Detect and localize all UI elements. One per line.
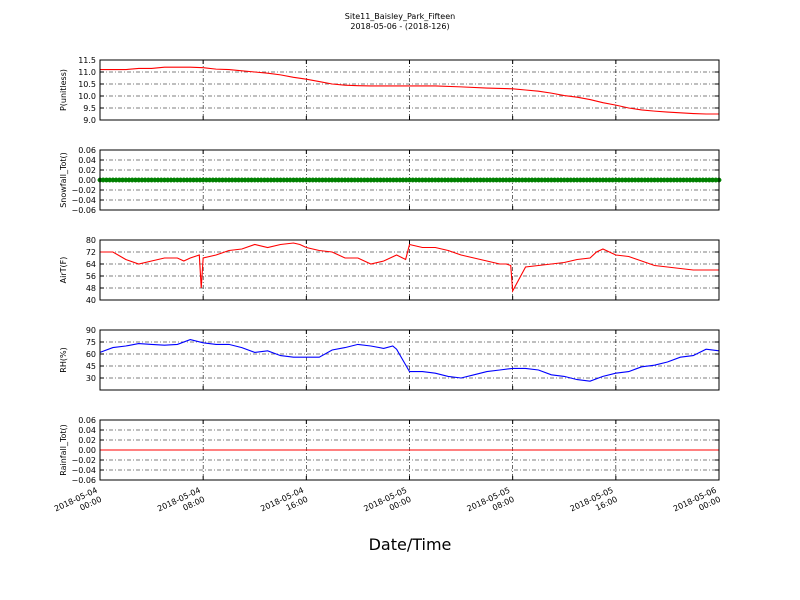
panel-3-ytick-label: 40: [86, 296, 96, 305]
panels: 9.09.510.010.511.011.5P(unitless)−0.06−0…: [59, 56, 722, 485]
panel-5-frame: [99, 419, 720, 481]
panel-1: 9.0 9.5 10.0 10.5 11.0 11.5 P(unitless): [59, 56, 720, 125]
panel-3-ytick-label: 64: [86, 260, 96, 269]
figure-title: Site11_Baisley_Park_Fifteen: [345, 12, 455, 21]
panel-2-ytick-label: 0.00: [78, 176, 96, 185]
panel-3-series-line: [100, 242, 719, 293]
panel-4-ylabel: RH(%): [59, 347, 68, 372]
panel-1-frame: [99, 59, 720, 121]
panel-2-ytick-label: −0.02: [71, 186, 96, 195]
panel-5-ytick-label: 0.00: [78, 446, 96, 455]
panel-1-ytick-label: 10.5: [78, 80, 96, 89]
panel-3: 40 48 56 64 72 80 AirT(F): [59, 236, 720, 305]
panel-1-ytick-label: 9.0: [83, 116, 96, 125]
panel-5-ylabel: Rainfall_Tot(): [59, 424, 68, 476]
panel-2-ytick-label: −0.04: [71, 196, 96, 205]
panel-3-ytick-label: 72: [86, 248, 96, 257]
panel-4-ytick-label: 75: [86, 338, 96, 347]
panel-4-ytick-label: 30: [86, 374, 96, 383]
panel-3-ytick-label: 80: [86, 236, 96, 245]
panel-2: −0.06−0.04−0.020.000.020.040.06 Snowfall_…: [59, 146, 722, 215]
panel-4-frame: [99, 329, 720, 391]
panel-1-ylabel: P(unitless): [59, 69, 68, 111]
figure-subtitle: 2018-05-06 - (2018-126): [350, 22, 449, 31]
panel-5-ytick-label: 0.02: [78, 436, 96, 445]
panel-1-ytick-label: 10.0: [78, 92, 96, 101]
panel-5: −0.06−0.04−0.020.000.020.040.06 Rainfall_…: [59, 416, 720, 485]
panel-2-ylabel: Snowfall_Tot(): [59, 152, 68, 208]
panel-2-ytick-label: 0.06: [78, 146, 96, 155]
panel-5-ytick-label: −0.06: [71, 476, 96, 485]
panel-4-ytick-label: 90: [86, 326, 96, 335]
panel-3-ytick-label: 48: [86, 284, 96, 293]
panel-2-frame: [99, 149, 720, 211]
panel-1-ytick-label: 9.5: [83, 104, 96, 113]
panel-5-ytick-label: −0.04: [71, 466, 96, 475]
panel-3-ytick-label: 56: [86, 272, 96, 281]
panel-1-ytick-label: 11.5: [78, 56, 96, 65]
panel-1-ytick-label: 11.0: [78, 68, 96, 77]
panel-5-ytick-label: 0.04: [78, 426, 96, 435]
panel-4-ytick-label: 60: [86, 350, 96, 359]
panel-4-series-line: [99, 339, 720, 382]
panel-5-ytick-label: −0.02: [71, 456, 96, 465]
panel-2-ytick-label: −0.06: [71, 206, 96, 215]
x-axis-label: Date/Time: [369, 535, 452, 554]
panel-1-series-line: [100, 66, 719, 115]
panel-4: 30 45 60 75 90 RH(%): [59, 326, 720, 391]
panel-2-ytick-label: 0.04: [78, 156, 96, 165]
panel-2-ytick-label: 0.02: [78, 166, 96, 175]
panel-3-frame: [99, 239, 720, 301]
panel-3-ylabel: AirT(F): [59, 257, 68, 284]
panel-5-ytick-label: 0.06: [78, 416, 96, 425]
panel-4-ytick-label: 45: [86, 362, 96, 371]
